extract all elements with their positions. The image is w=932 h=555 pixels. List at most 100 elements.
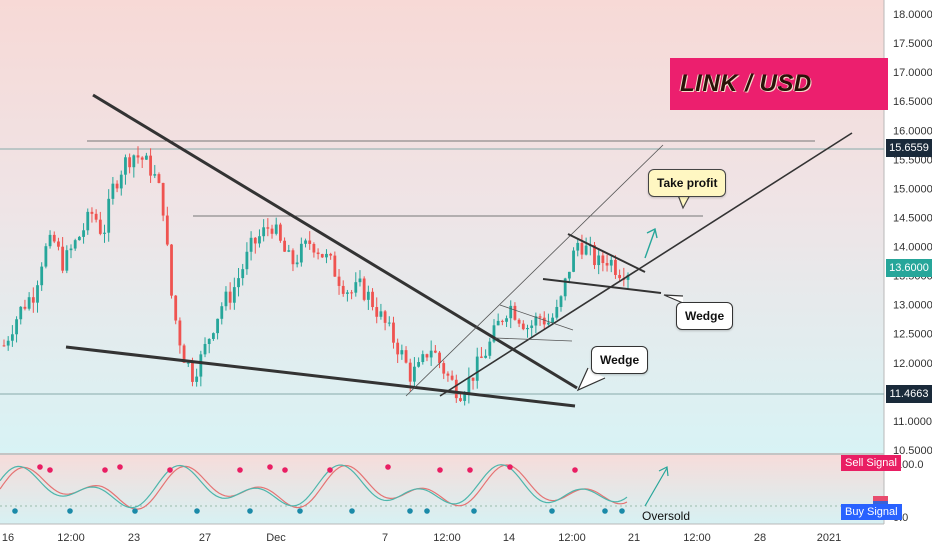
time-tick-label: 21: [628, 532, 640, 544]
price-marker-lower: 11.4663: [886, 385, 932, 403]
candle-body: [346, 292, 349, 294]
channel-line: [405, 144, 664, 397]
candle-body: [404, 350, 408, 363]
candle-body: [199, 354, 203, 377]
candle-body: [358, 278, 362, 283]
time-axis-bg: [0, 524, 932, 550]
candle-body: [86, 211, 90, 231]
candle-body: [98, 219, 102, 234]
candle-body: [103, 232, 106, 234]
candle-body: [601, 255, 605, 264]
candle-body: [186, 362, 190, 364]
sell-signal-dot: [327, 467, 333, 473]
wedge-label-1: Wedge: [600, 353, 640, 367]
buy-signal-dot: [602, 508, 608, 514]
candle-body: [279, 224, 282, 241]
candle-body: [287, 250, 291, 252]
candle-body: [513, 305, 517, 320]
candle-body: [350, 292, 353, 294]
candle-body: [387, 322, 391, 324]
candle-body: [216, 318, 219, 334]
candle-body: [463, 394, 467, 401]
take-profit-label: Take profit: [657, 176, 718, 190]
candle-body: [605, 263, 609, 266]
sell-signal-dot: [267, 464, 273, 470]
candle-body: [40, 266, 44, 286]
candle-body: [291, 250, 295, 265]
candle-body: [161, 182, 165, 216]
wedge-callout-pointer-2: [663, 294, 684, 304]
candle-body: [593, 245, 596, 266]
candle-body: [333, 255, 337, 277]
candle-body: [572, 250, 575, 272]
candle-body: [115, 183, 119, 189]
candle-body: [170, 244, 173, 296]
candle-body: [308, 240, 312, 244]
up-arrow-osc: [644, 467, 668, 507]
candle-body: [559, 296, 563, 307]
oversold-note: Oversold: [642, 509, 691, 523]
sell-signal-dot: [47, 467, 53, 473]
time-tick-label: 12:00: [57, 532, 85, 544]
candle-body: [392, 322, 395, 343]
rising-support-line: [439, 132, 853, 397]
price-marker-upper: 15.6559: [886, 139, 932, 157]
candle-body: [379, 311, 383, 317]
candle-body: [475, 356, 479, 381]
time-tick-label: 12:00: [558, 532, 586, 544]
candle-body: [144, 155, 148, 160]
price-tick-label: 15.0000: [893, 183, 932, 195]
oscillator-panel-bg: [0, 455, 884, 524]
price-tick-label: 12.5000: [893, 329, 932, 341]
candle-body: [266, 227, 270, 229]
sell-signal-dot: [507, 464, 513, 470]
sell-signal-dot: [102, 467, 108, 473]
candle-body: [211, 333, 215, 339]
candle-body: [320, 254, 324, 258]
candle-body: [492, 325, 496, 342]
candle-body: [258, 236, 261, 244]
wedge-callout-1: Wedge: [591, 346, 649, 374]
candle-body: [584, 245, 588, 255]
candle-body: [73, 240, 77, 249]
candle-body: [442, 363, 446, 374]
candle-body: [107, 198, 111, 233]
price-marker-last: 13.6000: [886, 259, 932, 277]
time-axis-labels: 16 12:00 23 27 Dec 7 12:00 14 12:00 21 12:00 28 2021: [2, 532, 841, 544]
candle-body: [563, 278, 567, 297]
candle-body: [467, 377, 471, 395]
price-tick-label: 15.5000: [893, 154, 932, 166]
candle-body: [111, 183, 115, 199]
candle-body: [274, 224, 278, 234]
candle-body: [132, 155, 136, 168]
wedge-callout-pointer-1: [576, 367, 606, 392]
candle-body: [182, 345, 186, 363]
candle-body: [488, 341, 492, 356]
flag-lower: [494, 337, 573, 342]
candle-body: [517, 319, 521, 324]
candles-group: [2, 146, 630, 406]
price-tick-label: 13.0000: [893, 300, 932, 312]
candle-body: [15, 319, 18, 335]
candle-body: [408, 362, 412, 382]
oscillator-line: [0, 464, 628, 509]
candle-body: [505, 318, 508, 322]
sell-signal-dot: [237, 467, 243, 473]
candle-body: [224, 291, 228, 307]
candle-body: [27, 297, 31, 309]
time-tick-label: 27: [199, 532, 211, 544]
candle-body: [195, 376, 199, 382]
candle-body: [165, 215, 169, 245]
candle-body: [140, 157, 144, 160]
candle-body: [609, 259, 613, 266]
price-tick-label: 17.5000: [893, 38, 932, 50]
flag-upper: [499, 304, 574, 331]
price-tick-label: 17.0000: [893, 67, 932, 79]
sell-signal-dot: [167, 467, 173, 473]
candle-body: [421, 354, 425, 363]
candle-body: [325, 253, 328, 258]
candle-body: [299, 243, 303, 263]
candle-body: [82, 230, 85, 237]
time-tick-label: 12:00: [683, 532, 711, 544]
candle-body: [471, 377, 475, 381]
